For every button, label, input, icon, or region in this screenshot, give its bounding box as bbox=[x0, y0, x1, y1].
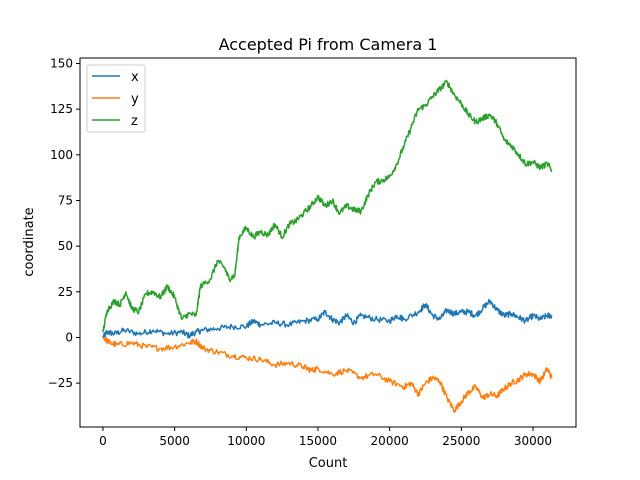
x-tick-label: 20000 bbox=[371, 434, 409, 448]
x-tick-label: 10000 bbox=[227, 434, 265, 448]
y-tick-label: 75 bbox=[58, 193, 73, 207]
y-tick-label: 150 bbox=[50, 56, 73, 70]
x-tick-label: 0 bbox=[99, 434, 107, 448]
y-axis-label: coordinate bbox=[22, 207, 37, 276]
x-axis-ticks: 0 5000 10000 15000 20000 25000 30000 bbox=[99, 427, 552, 448]
legend-label-x: x bbox=[131, 70, 139, 85]
y-tick-label: 100 bbox=[50, 148, 73, 162]
x-tick-label: 5000 bbox=[159, 434, 190, 448]
x-tick-label: 25000 bbox=[442, 434, 480, 448]
x-tick-label: 15000 bbox=[299, 434, 337, 448]
y-tick-label: 125 bbox=[50, 102, 73, 116]
legend-label-z: z bbox=[131, 114, 138, 129]
legend: xyz bbox=[86, 64, 146, 133]
plot-series-group bbox=[102, 79, 553, 413]
y-tick-label: 50 bbox=[58, 239, 73, 253]
y-tick-label: −25 bbox=[48, 376, 73, 390]
legend-label-y: y bbox=[131, 92, 139, 107]
series-line-y bbox=[102, 336, 553, 413]
series-line-z bbox=[102, 79, 553, 333]
chart-title: Accepted Pi from Camera 1 bbox=[219, 35, 438, 54]
y-axis-ticks: −25 0 25 50 75 100 125 150 bbox=[48, 56, 80, 390]
y-tick-label: 25 bbox=[58, 285, 73, 299]
x-axis-label: Count bbox=[309, 456, 348, 471]
plot-frame bbox=[79, 57, 577, 428]
series-line-x bbox=[102, 298, 553, 339]
y-tick-label: 0 bbox=[65, 330, 73, 344]
x-tick-label: 30000 bbox=[514, 434, 552, 448]
